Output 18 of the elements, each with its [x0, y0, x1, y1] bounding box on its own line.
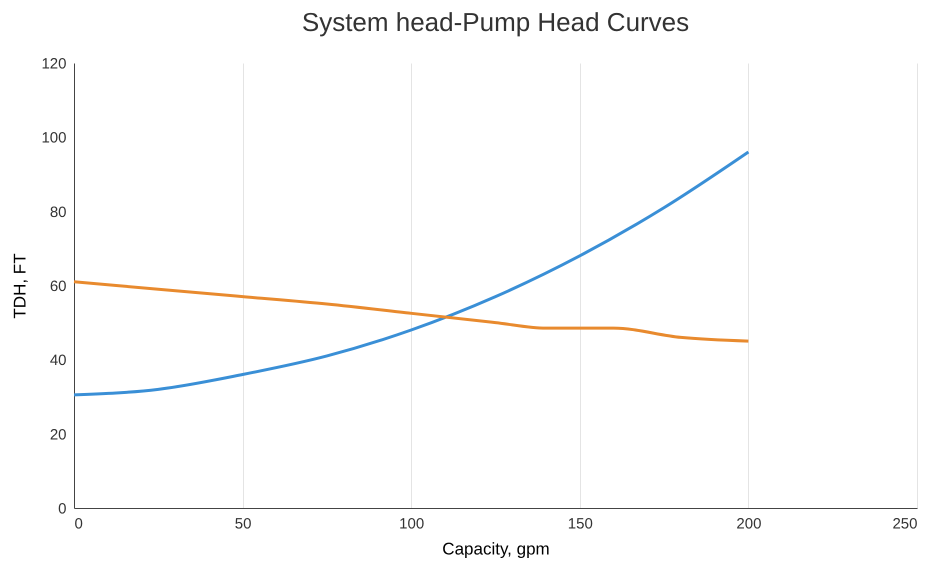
line-series: [72, 280, 750, 343]
x-tick-label: 0: [74, 516, 83, 532]
y-tick-label: 120: [41, 56, 66, 72]
y-tick-label: 60: [50, 278, 66, 295]
y-tick-label: 20: [50, 426, 66, 444]
x-tick-label: 250: [892, 516, 918, 532]
y-tick-label: 0: [58, 500, 66, 518]
x-tick-label: 150: [568, 516, 593, 532]
y-tick-label: 100: [41, 130, 66, 147]
x-tick-label: 50: [234, 516, 252, 532]
x-axis-title: Capacity, gpm: [442, 540, 550, 558]
line-series: [72, 150, 750, 396]
chart-title: System head-Pump Head Curves: [302, 7, 690, 37]
y-tick-label: 80: [50, 204, 66, 221]
y-axis-title: TDH, FT: [10, 253, 30, 319]
y-tick-label: 40: [50, 352, 66, 370]
x-tick-label: 200: [736, 516, 762, 532]
x-tick-label: 100: [399, 516, 424, 532]
